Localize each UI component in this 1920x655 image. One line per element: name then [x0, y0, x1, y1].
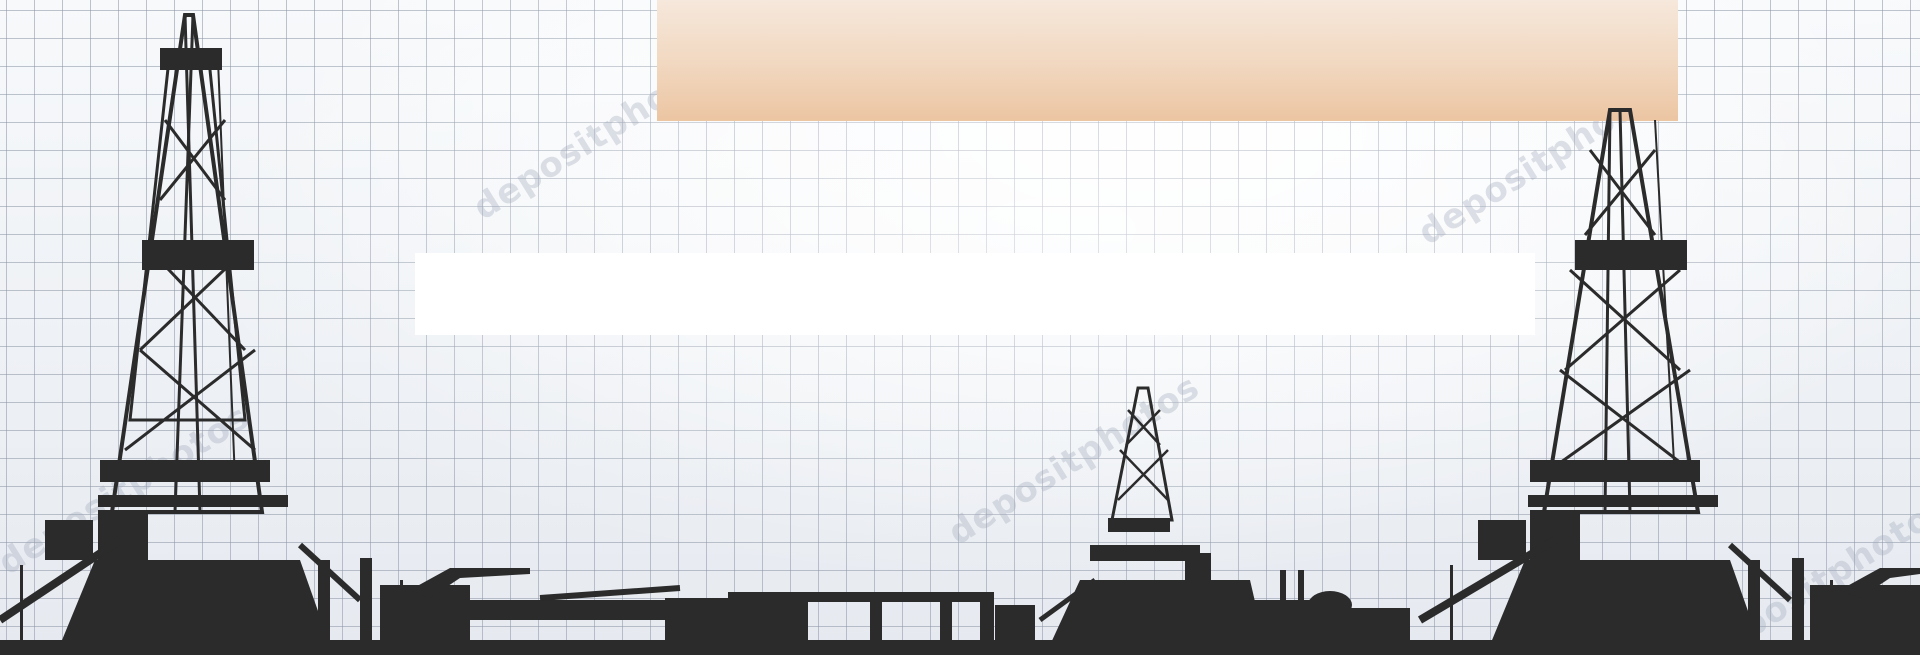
tall-oil-rig-right	[1541, 108, 1701, 514]
white-bar	[415, 253, 1535, 335]
rig-platform	[142, 240, 254, 270]
rig-base-legs	[60, 560, 330, 645]
top-banner	[657, 0, 1678, 121]
industrial-ground-equipment	[380, 568, 1035, 645]
ground	[0, 640, 1920, 655]
rig-floor	[100, 460, 270, 482]
small-oil-rig-center	[1110, 386, 1174, 522]
rig-deck	[98, 495, 288, 507]
tank	[45, 520, 93, 560]
rig-crown	[160, 48, 222, 70]
